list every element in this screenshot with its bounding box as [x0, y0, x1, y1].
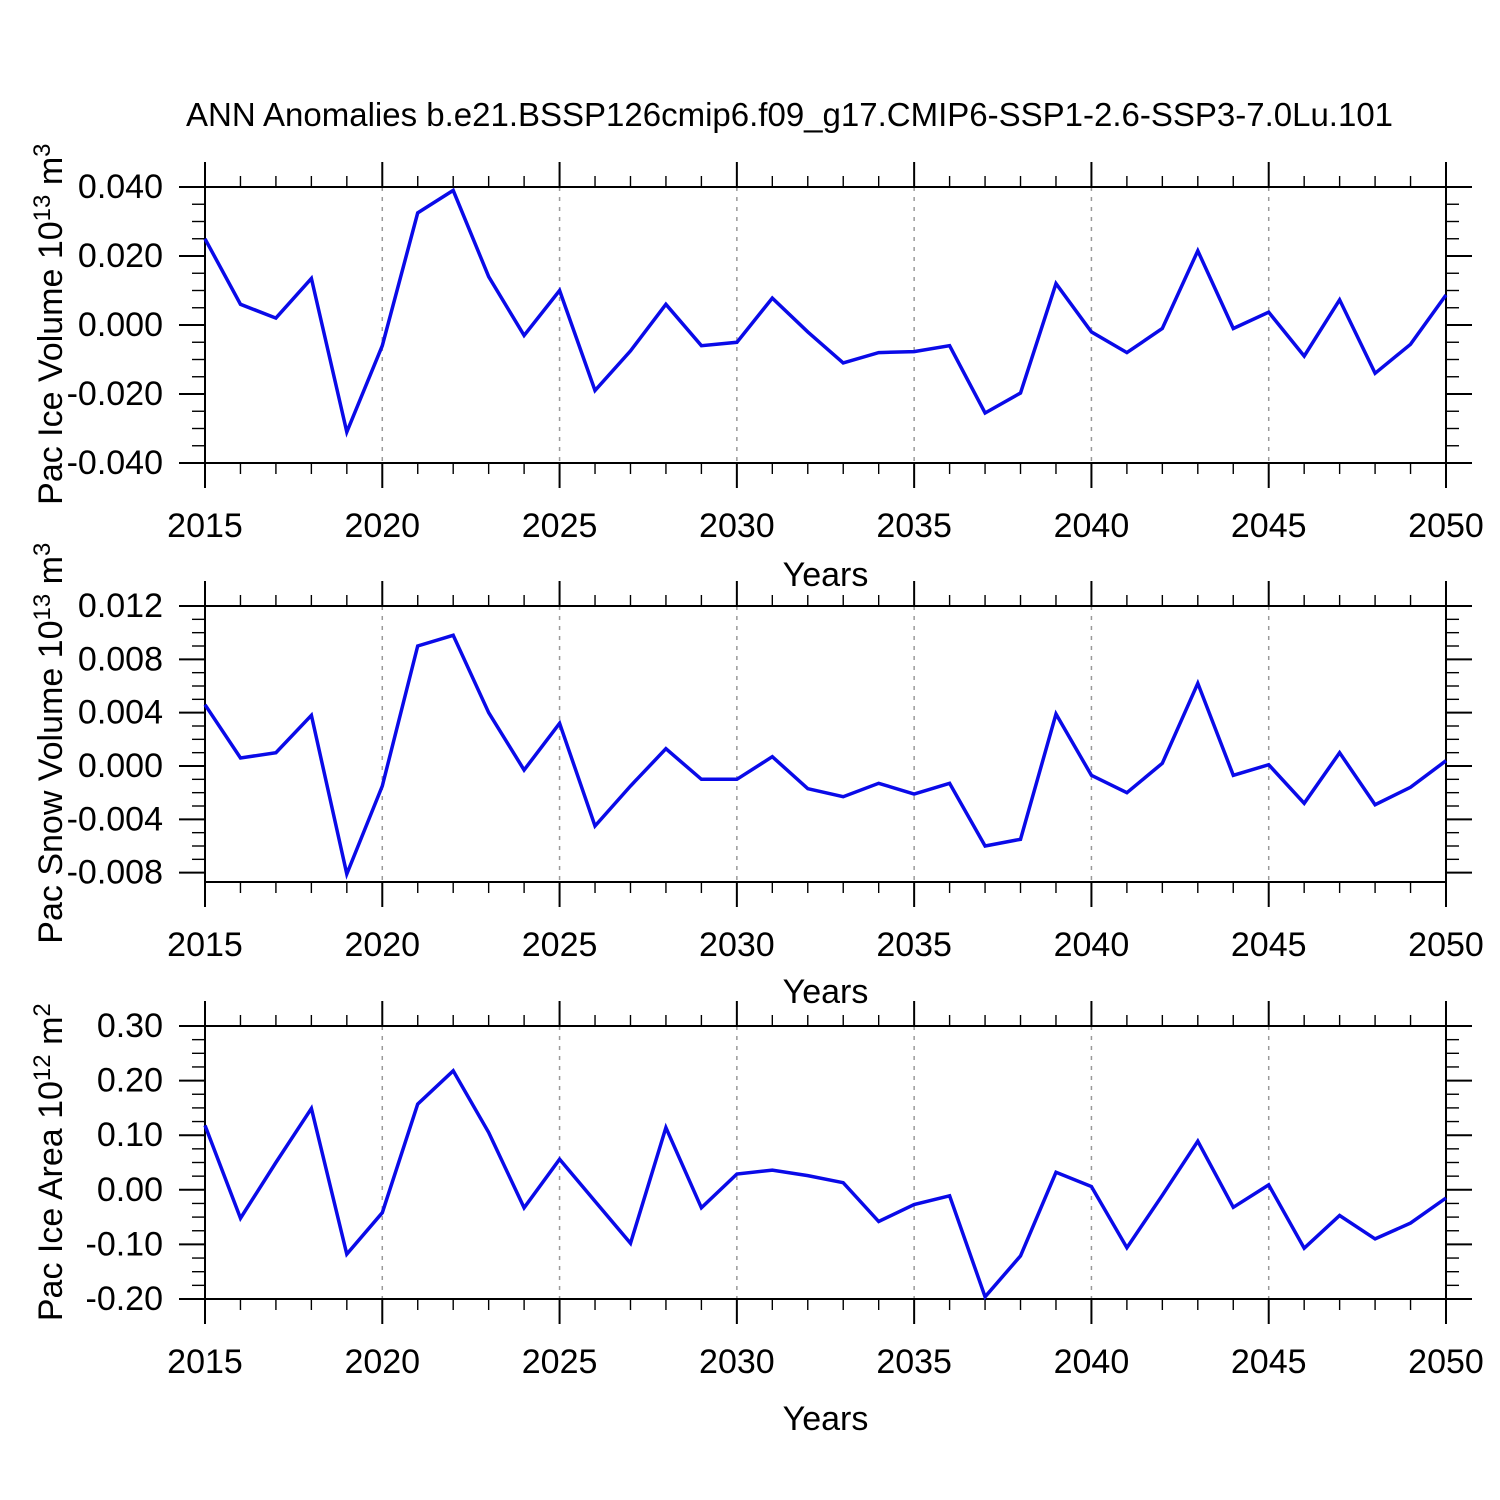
svg-text:2045: 2045 [1231, 1343, 1307, 1381]
x-tick-labels: 2015 2020 2025 2030 2035 2040 2045 2050 [167, 926, 1484, 964]
svg-text:2025: 2025 [522, 507, 598, 545]
svg-text:2015: 2015 [167, 1343, 243, 1381]
svg-text:2020: 2020 [344, 1343, 420, 1381]
svg-text:0.30: 0.30 [97, 1007, 163, 1045]
svg-text:-0.20: -0.20 [86, 1280, 164, 1318]
svg-text:2015: 2015 [167, 926, 243, 964]
plot-frame [204, 186, 1447, 464]
plot-frame [204, 605, 1447, 883]
svg-text:2015: 2015 [167, 507, 243, 545]
x-tick-labels: 2015 2020 2025 2030 2035 2040 2045 2050 [167, 507, 1484, 545]
plot-frame [204, 1025, 1447, 1300]
svg-text:0.000: 0.000 [78, 747, 163, 785]
svg-text:2020: 2020 [344, 507, 420, 545]
svg-text:2025: 2025 [522, 926, 598, 964]
svg-text:0.004: 0.004 [78, 694, 163, 732]
y-tick-labels: 0.040 0.020 0.000 -0.020 -0.040 [67, 168, 163, 482]
x-axis-title-years-2: Years [782, 973, 869, 1011]
svg-text:-0.020: -0.020 [67, 375, 163, 413]
svg-text:0.020: 0.020 [78, 237, 163, 275]
svg-text:2035: 2035 [876, 1343, 952, 1381]
svg-text:2040: 2040 [1054, 507, 1130, 545]
svg-text:-0.004: -0.004 [67, 800, 163, 838]
x-tick-labels: 2015 2020 2025 2030 2035 2040 2045 2050 [167, 1343, 1484, 1381]
svg-text:2020: 2020 [344, 926, 420, 964]
y-tick-labels: 0.012 0.008 0.004 0.000 -0.004 -0.008 [67, 587, 163, 892]
svg-text:2050: 2050 [1408, 926, 1484, 964]
gridlines [381, 1026, 1270, 1299]
svg-text:0.040: 0.040 [78, 168, 163, 206]
svg-text:2040: 2040 [1054, 926, 1130, 964]
gridlines [381, 606, 1270, 882]
y-ticks [179, 186, 1472, 464]
data-line-pac-ice-volume-anomaly [203, 187, 1448, 438]
svg-text:2045: 2045 [1231, 507, 1307, 545]
data-line-pac-ice-area-anomaly [203, 1068, 1448, 1301]
y-ticks [179, 1025, 1472, 1300]
svg-text:-0.008: -0.008 [67, 854, 163, 892]
svg-text:0.20: 0.20 [97, 1062, 163, 1100]
svg-text:-0.040: -0.040 [67, 444, 163, 482]
y-tick-labels: 0.30 0.20 0.10 0.00 -0.10 -0.20 [86, 1007, 164, 1318]
gridlines [381, 187, 1270, 463]
svg-text:2050: 2050 [1408, 1343, 1484, 1381]
figure-title: ANN Anomalies b.e21.BSSP126cmip6.f09_g17… [186, 96, 1394, 133]
svg-text:-0.10: -0.10 [86, 1225, 164, 1263]
svg-text:2045: 2045 [1231, 926, 1307, 964]
svg-text:2030: 2030 [699, 926, 775, 964]
y-ticks [179, 605, 1472, 874]
svg-text:2050: 2050 [1408, 507, 1484, 545]
svg-text:2025: 2025 [522, 1343, 598, 1381]
x-ticks [204, 1001, 1447, 1324]
svg-text:0.00: 0.00 [97, 1171, 163, 1209]
data-line-pac-snow-volume-anomaly [203, 633, 1448, 880]
svg-text:0.10: 0.10 [97, 1116, 163, 1154]
svg-text:2035: 2035 [876, 507, 952, 545]
svg-text:2030: 2030 [699, 507, 775, 545]
x-axis-title-years-3: Years [782, 1400, 869, 1438]
x-ticks [204, 581, 1447, 907]
svg-text:0.008: 0.008 [78, 640, 163, 678]
svg-text:2040: 2040 [1054, 1343, 1130, 1381]
svg-text:0.000: 0.000 [78, 306, 163, 344]
svg-text:2035: 2035 [876, 926, 952, 964]
x-axis-title-years-1: Years [782, 556, 869, 594]
svg-text:2030: 2030 [699, 1343, 775, 1381]
svg-text:0.012: 0.012 [78, 587, 163, 625]
x-ticks [204, 162, 1447, 488]
